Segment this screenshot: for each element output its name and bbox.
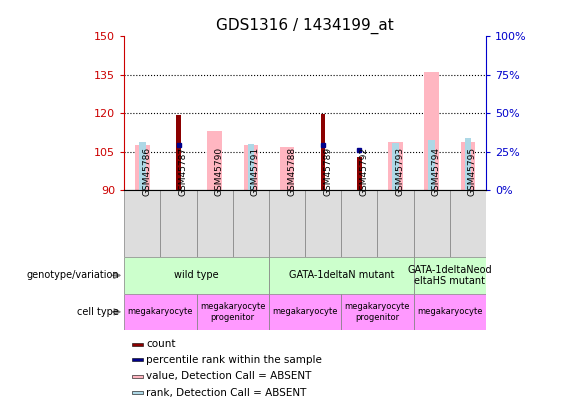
- Bar: [197, 190, 233, 257]
- Bar: [135, 145, 150, 190]
- Bar: [124, 294, 197, 330]
- Bar: [124, 190, 160, 257]
- Text: percentile rank within the sample: percentile rank within the sample: [146, 355, 322, 364]
- Text: GSM45788: GSM45788: [287, 147, 296, 196]
- Text: rank, Detection Call = ABSENT: rank, Detection Call = ABSENT: [146, 388, 307, 398]
- Text: value, Detection Call = ABSENT: value, Detection Call = ABSENT: [146, 371, 311, 381]
- Text: megakaryocyte: megakaryocyte: [128, 307, 193, 316]
- Text: GSM45789: GSM45789: [323, 147, 332, 196]
- Bar: [139, 142, 146, 190]
- Bar: [269, 190, 305, 257]
- Bar: [197, 294, 269, 330]
- Text: GATA-1deltaN mutant: GATA-1deltaN mutant: [289, 271, 394, 280]
- Text: megakaryocyte
progenitor: megakaryocyte progenitor: [200, 302, 266, 322]
- Bar: [176, 115, 181, 190]
- Bar: [388, 142, 403, 190]
- Bar: [124, 257, 269, 294]
- Text: GSM45795: GSM45795: [468, 147, 477, 196]
- Bar: [414, 257, 486, 294]
- Bar: [244, 145, 258, 190]
- Title: GDS1316 / 1434199_at: GDS1316 / 1434199_at: [216, 17, 394, 34]
- Bar: [160, 190, 197, 257]
- Bar: [377, 190, 414, 257]
- Text: wild type: wild type: [175, 271, 219, 280]
- Bar: [341, 190, 377, 257]
- Bar: [305, 190, 341, 257]
- Text: GSM45791: GSM45791: [251, 147, 260, 196]
- Bar: [269, 294, 341, 330]
- Bar: [428, 141, 435, 190]
- Bar: [341, 294, 414, 330]
- Bar: [132, 358, 143, 361]
- Text: GSM45794: GSM45794: [432, 147, 441, 196]
- Bar: [450, 190, 486, 257]
- Text: megakaryocyte
progenitor: megakaryocyte progenitor: [345, 302, 410, 322]
- Text: cell type: cell type: [77, 307, 119, 317]
- Bar: [424, 72, 439, 190]
- Bar: [247, 144, 254, 190]
- Text: count: count: [146, 339, 176, 350]
- Text: megakaryocyte: megakaryocyte: [272, 307, 338, 316]
- Bar: [132, 343, 143, 346]
- Bar: [207, 131, 222, 190]
- Bar: [460, 142, 475, 190]
- Bar: [132, 391, 143, 394]
- Bar: [280, 147, 294, 190]
- Bar: [269, 257, 414, 294]
- Bar: [132, 375, 143, 378]
- Text: GATA-1deltaNeod
eltaHS mutant: GATA-1deltaNeod eltaHS mutant: [407, 264, 492, 286]
- Text: GSM45786: GSM45786: [142, 147, 151, 196]
- Bar: [357, 157, 362, 190]
- Bar: [414, 294, 486, 330]
- Bar: [414, 190, 450, 257]
- Text: GSM45792: GSM45792: [359, 147, 368, 196]
- Bar: [464, 138, 471, 190]
- Bar: [392, 143, 399, 190]
- Bar: [321, 114, 325, 190]
- Text: GSM45787: GSM45787: [179, 147, 188, 196]
- Text: genotype/variation: genotype/variation: [26, 271, 119, 280]
- Text: GSM45790: GSM45790: [215, 147, 224, 196]
- Text: GSM45793: GSM45793: [396, 147, 405, 196]
- Bar: [233, 190, 269, 257]
- Text: megakaryocyte: megakaryocyte: [417, 307, 483, 316]
